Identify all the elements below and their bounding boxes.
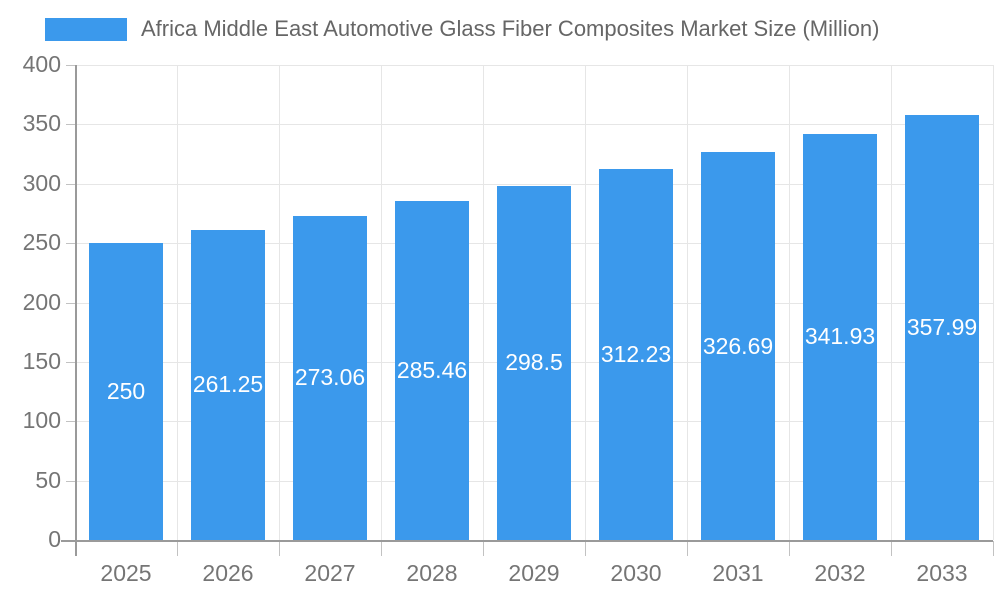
- bar-2030[interactable]: 312.23: [599, 169, 673, 540]
- legend-label: Africa Middle East Automotive Glass Fibe…: [141, 16, 880, 41]
- x-axis-label: 2033: [916, 560, 968, 586]
- gridline-vertical: [789, 65, 790, 540]
- gridline-vertical: [381, 65, 382, 540]
- y-axis-label: 0: [48, 525, 61, 552]
- y-tick-mark: [66, 65, 75, 66]
- x-axis-label: 2025: [100, 560, 152, 586]
- bar-2026[interactable]: 261.25: [191, 229, 265, 540]
- y-axis-label: 350: [22, 110, 61, 137]
- bar-value-label: 357.99: [906, 313, 978, 340]
- bar-2032[interactable]: 341.93: [803, 133, 877, 540]
- bar-value-label: 298.5: [505, 349, 563, 376]
- y-tick-mark: [66, 480, 75, 482]
- gridline-horizontal: [75, 65, 993, 66]
- bar-value-label: 326.69: [702, 332, 774, 359]
- gridline-vertical: [177, 65, 178, 540]
- x-axis-label: 2030: [610, 560, 662, 586]
- gridline-vertical: [279, 65, 280, 540]
- x-tick-mark: [585, 541, 586, 556]
- y-axis-label: 50: [35, 466, 61, 493]
- x-axis-label: 2031: [712, 560, 764, 586]
- bar-value-label: 285.46: [396, 357, 468, 383]
- x-axis-label: 2027: [304, 560, 356, 586]
- bar-2027[interactable]: 273.06: [293, 215, 367, 540]
- bar-value-label: 273.06: [294, 364, 366, 391]
- bar-2031[interactable]: 326.69: [701, 152, 775, 540]
- y-axis-label: 400: [22, 50, 61, 77]
- x-tick-mark: [687, 541, 688, 556]
- y-tick-mark: [66, 302, 75, 304]
- x-axis-label: 2032: [814, 560, 866, 586]
- y-axis-label: 100: [22, 407, 61, 434]
- x-axis-label: 2026: [202, 560, 254, 586]
- x-tick-mark: [483, 541, 484, 556]
- gridline-vertical: [585, 65, 586, 540]
- y-axis-line: [75, 65, 77, 556]
- bar-2029[interactable]: 298.5: [497, 185, 571, 540]
- x-tick-mark: [177, 541, 178, 556]
- x-tick-mark: [789, 541, 790, 556]
- bar-2025[interactable]: 250: [89, 243, 163, 540]
- x-tick-mark: [993, 541, 994, 556]
- x-tick-mark: [381, 541, 382, 556]
- y-axis-label: 250: [22, 229, 61, 256]
- gridline-horizontal: [75, 124, 993, 126]
- x-axis-label: 2029: [508, 560, 560, 586]
- y-axis-label: 200: [22, 288, 61, 315]
- gridline-horizontal: [75, 183, 993, 185]
- x-tick-mark: [279, 541, 280, 556]
- y-tick-mark: [66, 183, 75, 185]
- legend-swatch: [45, 17, 127, 41]
- bar-value-label: 261.25: [192, 371, 264, 398]
- gridline-vertical: [687, 65, 688, 540]
- bar-value-label: 250: [106, 378, 146, 405]
- y-tick-mark: [66, 361, 75, 363]
- gridline-vertical: [483, 65, 484, 540]
- y-axis-label: 300: [22, 169, 61, 196]
- bar-2028[interactable]: 285.46: [395, 201, 469, 540]
- y-tick-mark: [66, 243, 75, 245]
- gridline-vertical: [993, 65, 994, 540]
- bar-value-label: 312.23: [600, 341, 672, 368]
- y-tick-mark: [66, 124, 75, 126]
- bar-2033[interactable]: 357.99: [905, 114, 979, 540]
- bar-value-label: 341.93: [804, 323, 876, 350]
- x-axis-line: [61, 540, 993, 542]
- y-axis-label: 150: [22, 347, 61, 374]
- y-tick-mark: [66, 421, 75, 423]
- x-axis-label: 2028: [406, 560, 458, 586]
- x-tick-mark: [891, 541, 892, 556]
- legend-item[interactable]: Africa Middle East Automotive Glass Fibe…: [45, 16, 879, 42]
- gridline-vertical: [891, 65, 892, 540]
